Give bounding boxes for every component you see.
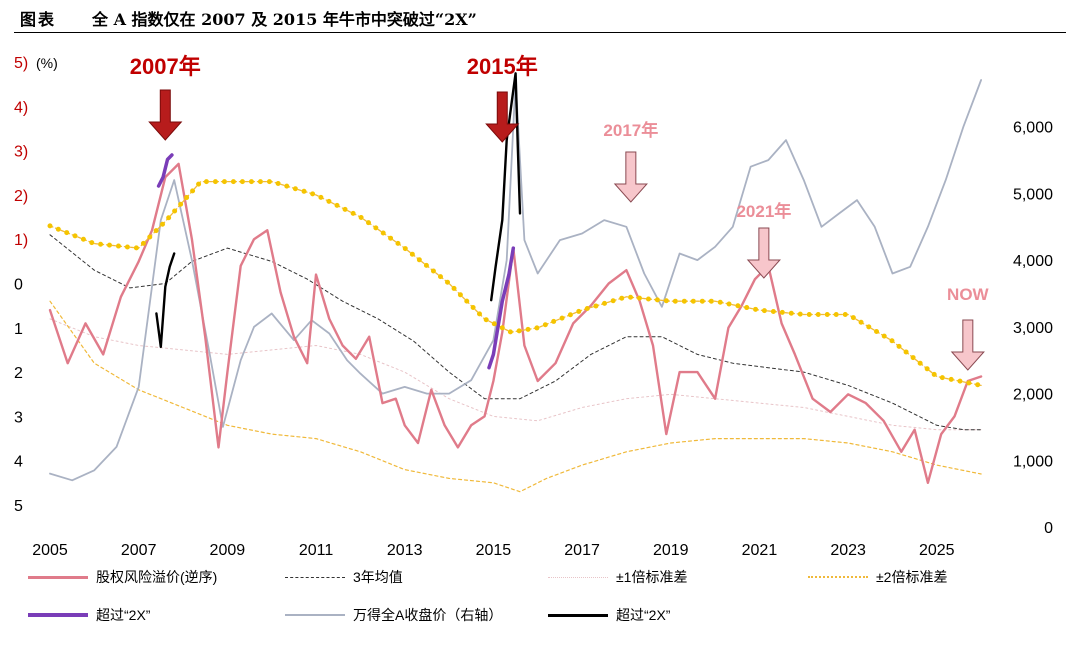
right-axis-tick-label: 6,000 <box>1013 120 1053 137</box>
legend-swatch <box>28 613 88 617</box>
page-title: 全 A 指数仅在 2007 及 2015 年牛市中突破过“2X” <box>92 10 477 29</box>
x-axis-tick-label: 2011 <box>299 542 334 559</box>
left-axis-tick-label: 4 <box>14 454 23 471</box>
legend-swatch <box>548 576 608 578</box>
figure-label: 图表 <box>20 10 57 29</box>
series-wind-index-line <box>49 79 982 482</box>
series-2sd-lower-line <box>49 300 982 493</box>
title-bar: 图表 全 A 指数仅在 2007 及 2015 年牛市中突破过“2X” <box>0 0 1080 34</box>
series-exceed-black-line-1 <box>155 252 176 349</box>
legend-item: ±1倍标准差 <box>548 566 687 588</box>
x-axis-tick-label: 2007 <box>121 542 157 559</box>
legend-label: 超过“2X” <box>96 607 151 623</box>
x-axis-tick-label: 2013 <box>387 542 423 559</box>
left-axis-tick-label: 4) <box>14 99 28 116</box>
legend-swatch <box>285 576 345 578</box>
x-axis-tick-label: 2025 <box>919 542 955 559</box>
left-axis-tick-label: 1) <box>14 232 28 249</box>
right-axis-tick-label: 5,000 <box>1013 186 1053 203</box>
legend-swatch <box>808 576 868 578</box>
title-divider <box>14 32 1066 33</box>
right-axis-tick-label: 4,000 <box>1013 253 1053 270</box>
x-axis-tick-label: 2021 <box>742 542 778 559</box>
annotation-arrow <box>148 89 183 141</box>
right-axis-tick-label: 0 <box>1044 520 1053 537</box>
annotation-arrow <box>950 319 985 371</box>
series-exceed-black-line-2 <box>490 72 522 302</box>
legend-label: 万得全A收盘价（右轴） <box>353 607 503 623</box>
annotation-arrow <box>485 91 520 143</box>
annotation-label: 2007年 <box>130 54 201 79</box>
legend-label: 超过“2X” <box>616 607 671 623</box>
x-axis-tick-label: 2015 <box>476 542 512 559</box>
x-axis-tick-label: 2017 <box>564 542 600 559</box>
legend-swatch <box>285 614 345 616</box>
left-axis-tick-label: 5 <box>14 498 23 515</box>
series-2sd-dotted-band <box>47 179 984 388</box>
legend-label: 3年均值 <box>353 569 403 585</box>
legend-swatch <box>548 613 608 617</box>
x-axis-tick-label: 2019 <box>653 542 689 559</box>
right-axis-tick-label: 3,000 <box>1013 320 1053 337</box>
legend-swatch <box>28 575 88 579</box>
annotation-label: 2021年 <box>736 201 791 221</box>
series-exceed-purple-line-1 <box>156 153 174 188</box>
left-axis-tick-label: 0 <box>14 277 23 294</box>
legend-label: 股权风险溢价(逆序) <box>96 569 218 585</box>
left-axis-tick-label: 3 <box>14 409 23 426</box>
left-axis-tick-label: 5) <box>14 55 28 72</box>
series-erp-line <box>48 162 983 484</box>
annotation-label: 2017年 <box>603 120 658 140</box>
annotation-arrow <box>613 151 648 203</box>
series-1sd-line <box>49 318 982 431</box>
series-3y-mean-line <box>49 234 982 431</box>
legend-item: ±2倍标准差 <box>808 566 947 588</box>
x-axis-tick-label: 2023 <box>830 542 866 559</box>
legend-label: ±2倍标准差 <box>876 569 948 585</box>
series-exceed-purple-line-2 <box>487 246 516 370</box>
x-axis-tick-label: 2009 <box>210 542 246 559</box>
right-axis-tick-label: 2,000 <box>1013 387 1053 404</box>
legend-item: 3年均值 <box>285 566 403 588</box>
annotation-label: 2015年 <box>467 54 538 79</box>
left-axis-tick-label: 2) <box>14 188 28 205</box>
left-axis-tick-label: 1 <box>14 321 23 338</box>
right-axis-tick-label: 1,000 <box>1013 453 1053 470</box>
annotation-arrow <box>746 227 781 279</box>
legend-label: ±1倍标准差 <box>616 569 688 585</box>
left-axis-unit: (%) <box>36 55 58 71</box>
annotation-label: NOW <box>947 285 990 304</box>
legend-item: 超过“2X” <box>548 604 670 626</box>
legend-item: 超过“2X” <box>28 604 150 626</box>
legend-item: 万得全A收盘价（右轴） <box>285 604 502 626</box>
x-axis-tick-label: 2005 <box>32 542 68 559</box>
legend-item: 股权风险溢价(逆序) <box>28 566 217 588</box>
left-axis-tick-label: 3) <box>14 144 28 161</box>
left-axis-tick-label: 2 <box>14 365 23 382</box>
